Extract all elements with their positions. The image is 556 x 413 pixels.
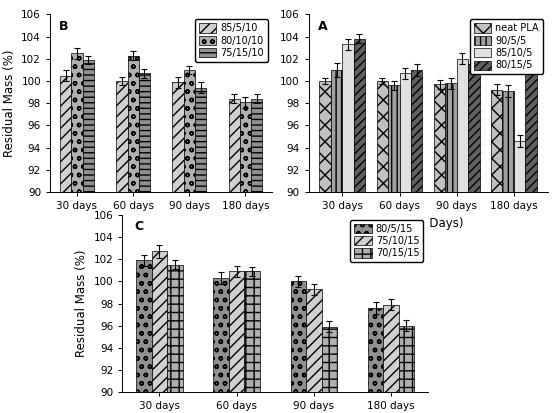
Legend: 80/5/15, 75/10/15, 70/15/15: 80/5/15, 75/10/15, 70/15/15 (350, 220, 423, 262)
Bar (376, 81, 388, 192)
Y-axis label: Residual Mass (%): Residual Mass (%) (75, 250, 88, 357)
Bar (491, 90, 503, 192)
Bar (354, 39, 365, 192)
X-axis label: Time (Days): Time (Days) (126, 217, 197, 230)
Bar (214, 278, 229, 392)
Bar (321, 327, 337, 392)
Bar (195, 88, 206, 192)
Legend: 85/5/10, 80/10/10, 75/15/10: 85/5/10, 80/10/10, 75/15/10 (195, 19, 267, 62)
Bar (251, 99, 262, 192)
Bar (291, 281, 306, 392)
Bar (83, 60, 94, 192)
Bar (116, 81, 127, 192)
Bar (183, 70, 195, 192)
Bar (229, 99, 240, 192)
Bar (445, 83, 456, 192)
Bar (139, 73, 150, 192)
Bar (342, 45, 354, 192)
Y-axis label: Residual Mass (%): Residual Mass (%) (3, 50, 16, 157)
Legend: neat PLA, 90/5/5, 85/10/5, 80/15/5: neat PLA, 90/5/5, 85/10/5, 80/15/5 (470, 19, 543, 74)
Bar (136, 260, 152, 392)
Bar (383, 305, 399, 392)
Bar (400, 73, 411, 192)
Bar (468, 64, 480, 192)
Bar (229, 271, 244, 392)
Bar (71, 53, 83, 192)
Bar (456, 59, 468, 192)
Bar (240, 102, 251, 192)
Bar (388, 85, 400, 192)
Bar (514, 141, 525, 192)
Bar (244, 271, 260, 392)
Bar (525, 61, 537, 192)
Bar (320, 81, 331, 192)
Bar (331, 70, 342, 192)
Bar (172, 82, 183, 192)
Text: B: B (59, 20, 68, 33)
X-axis label: Time (Days): Time (Days) (393, 217, 464, 230)
Bar (60, 76, 71, 192)
Bar (306, 289, 321, 392)
Bar (167, 265, 182, 392)
Text: C: C (135, 220, 143, 233)
Text: A: A (318, 20, 328, 33)
Bar (503, 91, 514, 192)
Bar (399, 326, 414, 392)
Bar (434, 84, 445, 192)
Bar (127, 55, 139, 192)
Bar (152, 252, 167, 392)
Bar (368, 308, 383, 392)
Bar (411, 70, 423, 192)
